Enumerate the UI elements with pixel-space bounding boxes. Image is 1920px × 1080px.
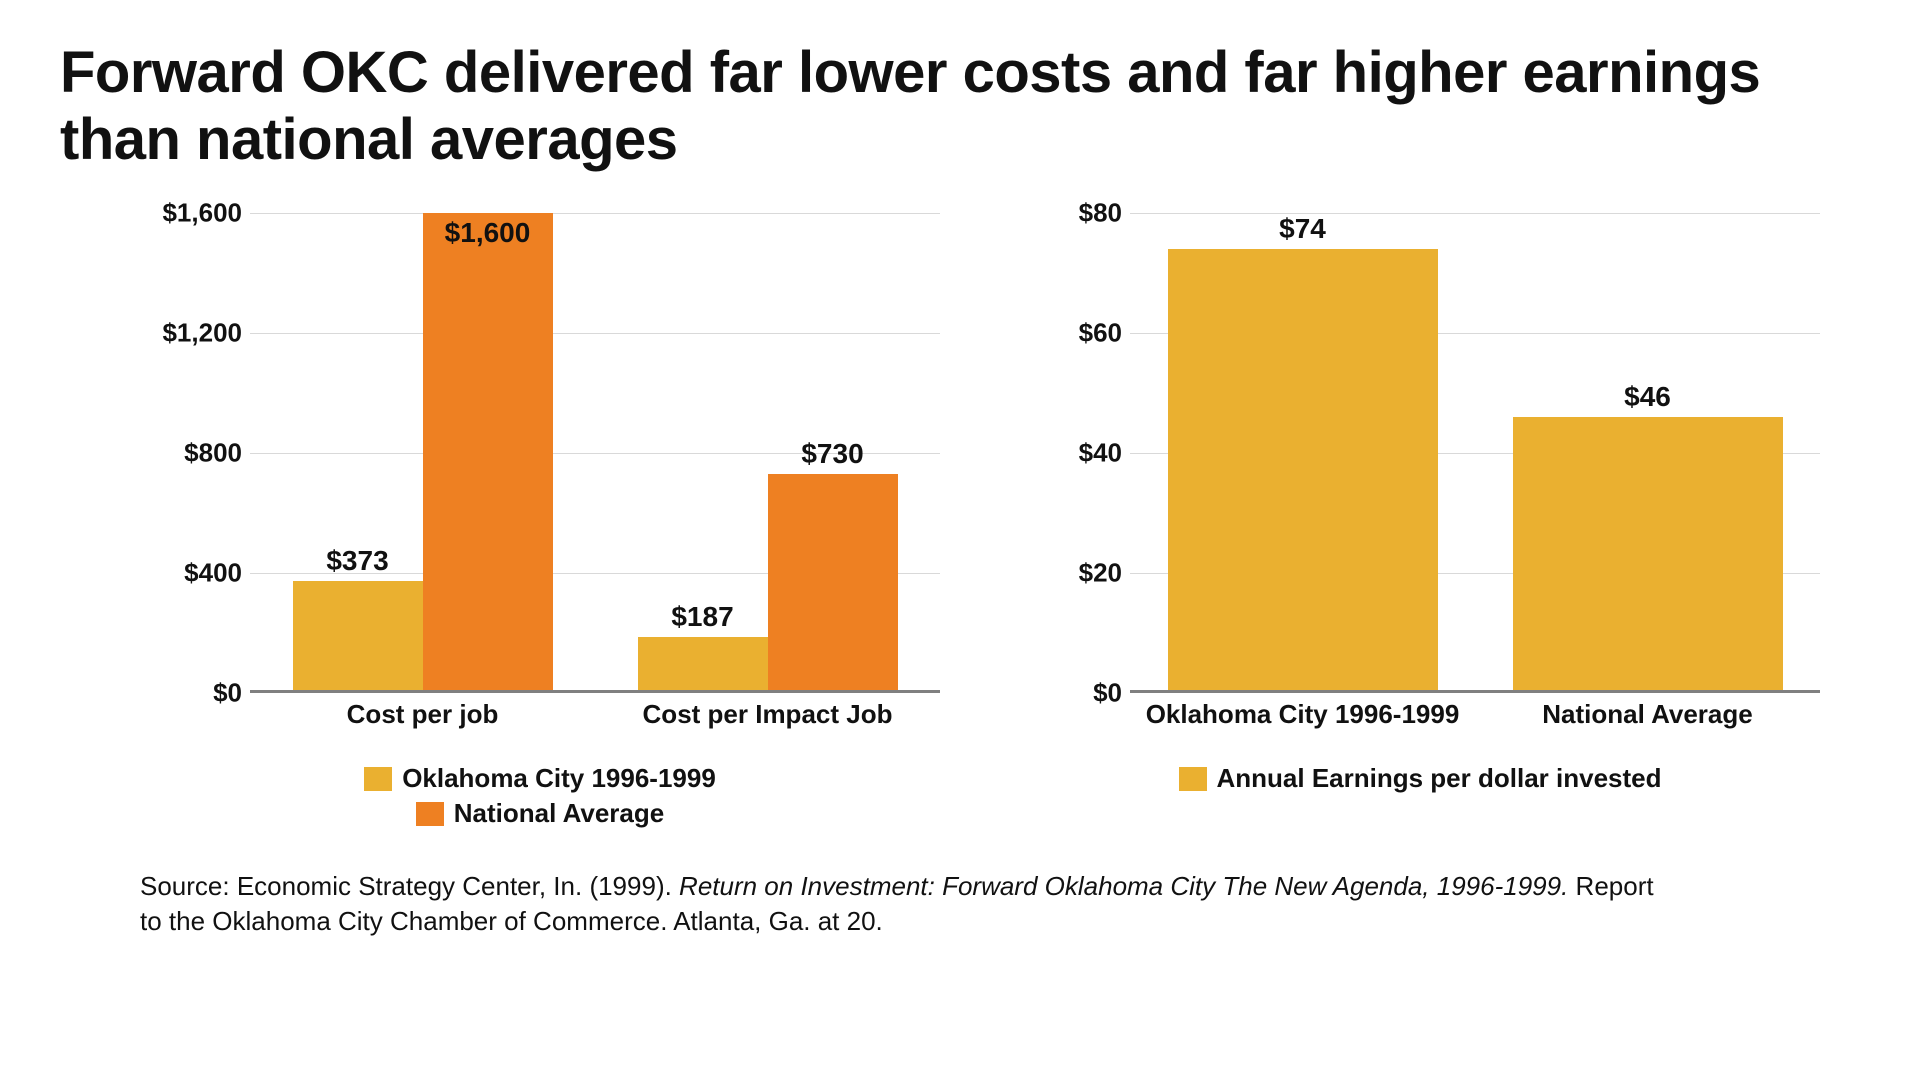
bars-left: $373$1,600$187$730 — [250, 213, 940, 693]
plot-area-left: $0$400$800$1,200$1,600 $373$1,600$187$73… — [140, 213, 940, 733]
bar-value-label: $46 — [1624, 381, 1671, 413]
bar-value-label: $373 — [326, 545, 388, 577]
legend-swatch — [1179, 767, 1207, 791]
y-tick: $40 — [1079, 438, 1122, 469]
bar: $74 — [1168, 249, 1438, 693]
page-title: Forward OKC delivered far lower costs an… — [60, 40, 1860, 173]
plot-area-right: $0$20$40$60$80 $74$46 Oklahoma City 1996… — [1020, 213, 1820, 733]
chart-costs: $0$400$800$1,200$1,600 $373$1,600$187$73… — [140, 213, 940, 829]
bar-value-label: $1,600 — [445, 217, 531, 249]
y-tick: $1,600 — [162, 198, 242, 229]
y-tick: $20 — [1079, 558, 1122, 589]
y-tick: $80 — [1079, 198, 1122, 229]
bar-group: $74 — [1130, 213, 1475, 693]
bar: $373 — [293, 581, 423, 693]
legend-item: Oklahoma City 1996-1999 — [364, 763, 716, 794]
legend-label: National Average — [454, 798, 664, 829]
y-tick: $400 — [184, 558, 242, 589]
bars-right: $74 $46 — [1130, 213, 1820, 693]
chart-earnings: $0$20$40$60$80 $74$46 Oklahoma City 1996… — [1020, 213, 1820, 829]
y-tick: $1,200 — [162, 318, 242, 349]
bar-group: $373 $1,600 — [250, 213, 595, 693]
bar-value-label: $730 — [801, 438, 863, 470]
y-tick: $0 — [213, 678, 242, 709]
x-label: National Average — [1475, 693, 1820, 733]
bar: $730 — [768, 474, 898, 693]
y-tick: $0 — [1093, 678, 1122, 709]
x-label: Oklahoma City 1996-1999 — [1130, 693, 1475, 733]
legend-left: Oklahoma City 1996-1999 National Average — [140, 763, 940, 829]
source-citation: Source: Economic Strategy Center, In. (1… — [60, 869, 1660, 939]
legend-label: Oklahoma City 1996-1999 — [402, 763, 716, 794]
x-labels-left: Cost per jobCost per Impact Job — [250, 693, 940, 733]
bar-group: $46 — [1475, 213, 1820, 693]
legend-swatch — [364, 767, 392, 791]
legend-label: Annual Earnings per dollar invested — [1217, 763, 1662, 794]
bar-value-label: $187 — [671, 601, 733, 633]
page: Forward OKC delivered far lower costs an… — [0, 0, 1920, 970]
bar: $46 — [1513, 417, 1783, 693]
bar: $1,600 — [423, 213, 553, 693]
bar-group: $187$730 — [595, 213, 940, 693]
legend-right: Annual Earnings per dollar invested — [1020, 763, 1820, 794]
y-tick: $60 — [1079, 318, 1122, 349]
legend-swatch — [416, 802, 444, 826]
x-labels-right: Oklahoma City 1996-1999National Average — [1130, 693, 1820, 733]
legend-item: National Average — [416, 798, 664, 829]
bar-value-label: $74 — [1279, 213, 1326, 245]
charts-row: $0$400$800$1,200$1,600 $373$1,600$187$73… — [60, 213, 1860, 829]
source-italic: Return on Investment: Forward Oklahoma C… — [679, 871, 1568, 901]
bar: $187 — [638, 637, 768, 693]
source-prefix: Source: Economic Strategy Center, In. (1… — [140, 871, 679, 901]
x-label: Cost per Impact Job — [595, 693, 940, 733]
y-axis-right: $0$20$40$60$80 — [1020, 213, 1130, 693]
y-tick: $800 — [184, 438, 242, 469]
x-label: Cost per job — [250, 693, 595, 733]
y-axis-left: $0$400$800$1,200$1,600 — [140, 213, 250, 693]
legend-item: Annual Earnings per dollar invested — [1179, 763, 1662, 794]
